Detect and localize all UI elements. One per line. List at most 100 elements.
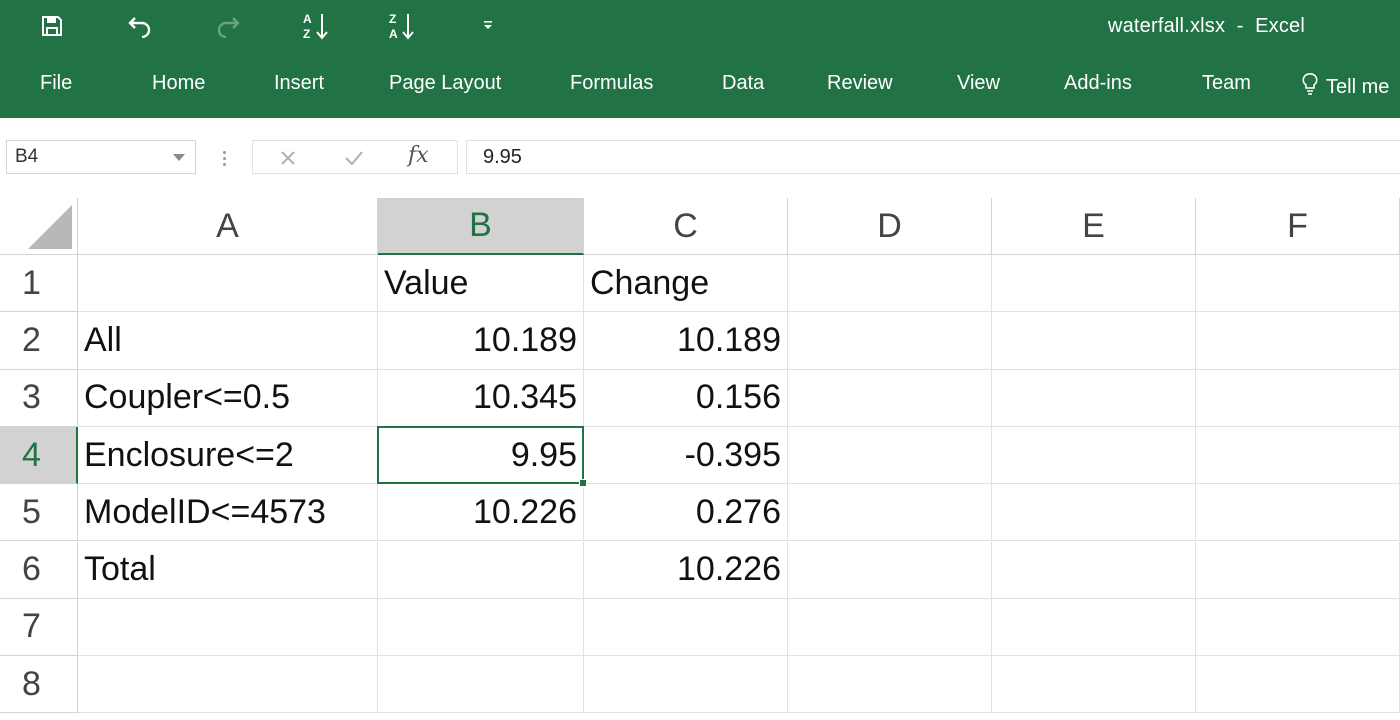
column-header-e[interactable]: E [992,198,1196,255]
column-header-a[interactable]: A [78,198,378,255]
tell-me-label: Tell me [1326,75,1390,98]
cell-c2[interactable]: 10.189 [584,312,788,370]
name-box-value: B4 [15,146,39,167]
cell-d5[interactable] [788,484,992,542]
cell-b1[interactable]: Value [378,255,584,313]
svg-text:Z: Z [303,27,310,41]
cell-a4[interactable]: Enclosure<=2 [78,426,378,485]
cancel-icon[interactable] [273,145,303,171]
cell-f1[interactable] [1196,255,1400,313]
formula-buttons: fx [252,140,458,174]
customize-qat-icon[interactable] [472,10,504,42]
cell-f4[interactable] [1196,426,1400,485]
enter-check-icon[interactable] [339,145,369,171]
cell-a5[interactable]: ModelID<=4573 [78,484,378,542]
undo-icon[interactable] [124,10,156,42]
cell-a3[interactable]: Coupler<=0.5 [78,369,378,427]
row-header-3[interactable]: 3 [0,369,78,427]
cell-e5[interactable] [992,484,1196,542]
cell-e3[interactable] [992,369,1196,427]
row-header-6[interactable]: 6 [0,541,78,599]
svg-text:A: A [389,27,398,41]
ribbon-tabs: File Home Insert Page Layout Formulas Da… [0,62,1400,108]
cell-e8[interactable] [992,656,1196,714]
cell-a1[interactable] [78,255,378,313]
cell-b4[interactable]: 9.95 [378,426,584,485]
cell-d8[interactable] [788,656,992,714]
select-all-corner[interactable] [0,198,78,255]
row-header-2[interactable]: 2 [0,312,78,370]
redo-icon[interactable] [212,10,244,42]
row-header-8[interactable]: 8 [0,656,78,714]
cell-a8[interactable] [78,656,378,714]
tab-home[interactable]: Home [152,72,206,94]
cell-f8[interactable] [1196,656,1400,714]
cell-f7[interactable] [1196,598,1400,657]
cell-d2[interactable] [788,312,992,370]
row-header-1[interactable]: 1 [0,255,78,313]
cell-d1[interactable] [788,255,992,313]
tab-team[interactable]: Team [1202,72,1251,94]
cell-b6[interactable] [378,541,584,599]
lightbulb-icon [1302,72,1318,102]
chevron-down-icon[interactable] [173,154,185,161]
column-header-c[interactable]: C [584,198,788,255]
cell-c7[interactable] [584,598,788,657]
formula-bar-area: B4 fx 9.95 [0,118,1400,198]
tab-add-ins[interactable]: Add-ins [1064,72,1132,94]
insert-function-icon[interactable]: fx [408,143,429,168]
cell-e2[interactable] [992,312,1196,370]
column-header-f[interactable]: F [1196,198,1400,255]
cell-c3[interactable]: 0.156 [584,369,788,427]
column-header-b[interactable]: B [378,198,584,255]
name-box[interactable]: B4 [6,140,196,174]
cell-a7[interactable] [78,598,378,657]
cell-f2[interactable] [1196,312,1400,370]
tab-insert[interactable]: Insert [274,72,325,94]
cell-d3[interactable] [788,369,992,427]
row-header-5[interactable]: 5 [0,484,78,542]
cell-b5[interactable]: 10.226 [378,484,584,542]
cell-c4[interactable]: -0.395 [584,426,788,485]
cell-f6[interactable] [1196,541,1400,599]
cell-f5[interactable] [1196,484,1400,542]
cell-d7[interactable] [788,598,992,657]
tab-review[interactable]: Review [827,72,893,94]
formula-input[interactable]: 9.95 [466,140,1400,174]
cell-d6[interactable] [788,541,992,599]
tell-me-search[interactable]: Tell me [1302,72,1389,102]
tab-data[interactable]: Data [722,72,765,94]
cell-d4[interactable] [788,426,992,485]
cell-b2[interactable]: 10.189 [378,312,584,370]
cell-a2[interactable]: All [78,312,378,370]
tab-page-layout[interactable]: Page Layout [389,72,502,94]
cell-c8[interactable] [584,656,788,714]
cell-e1[interactable] [992,255,1196,313]
tab-formulas[interactable]: Formulas [570,72,654,94]
cell-c6[interactable]: 10.226 [584,541,788,599]
row-header-4[interactable]: 4 [0,426,78,485]
column-header-d[interactable]: D [788,198,992,255]
svg-text:Z: Z [389,12,396,26]
save-icon[interactable] [36,10,68,42]
cell-b3[interactable]: 10.345 [378,369,584,427]
row-header-7[interactable]: 7 [0,598,78,657]
cell-f3[interactable] [1196,369,1400,427]
cell-a6[interactable]: Total [78,541,378,599]
cell-e6[interactable] [992,541,1196,599]
svg-text:A: A [303,12,312,26]
grip-dots-icon[interactable] [218,148,232,168]
cell-b8[interactable] [378,656,584,714]
cell-b7[interactable] [378,598,584,657]
cell-c1[interactable]: Change [584,255,788,313]
fill-handle[interactable] [579,479,587,488]
tab-view[interactable]: View [957,72,1000,94]
cell-c5[interactable]: 0.276 [584,484,788,542]
tab-file[interactable]: File [40,72,73,94]
cell-e4[interactable] [992,426,1196,485]
cell-e7[interactable] [992,598,1196,657]
